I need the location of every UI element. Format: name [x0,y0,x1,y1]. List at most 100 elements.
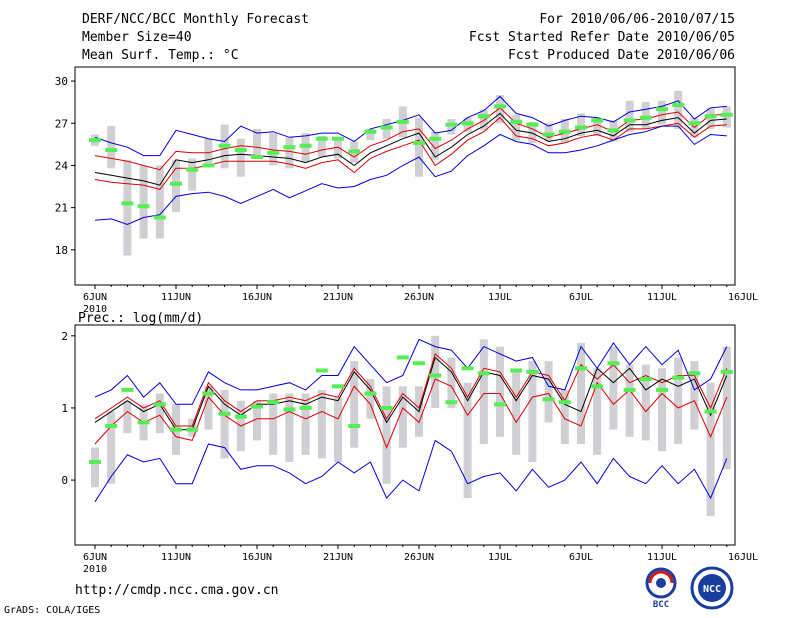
prec-ensemble-box [382,386,391,484]
temp-observed-marker [153,215,166,220]
ncc-logo-text: NCC [703,584,721,595]
prec-observed-marker [332,384,344,389]
temp-series-lower [94,116,727,190]
temp-observed-marker [267,150,280,155]
prec-observed-marker [267,400,280,405]
temp-observed-marker [575,125,587,130]
prec-observed-marker [299,405,312,410]
prec-ensemble-box [641,364,650,441]
prec-ensemble-box [285,393,294,463]
temp-observed-marker [623,118,636,123]
temp-ensemble-box [528,121,537,143]
temp-ensemble-box [625,100,634,132]
chart-title: DERF/NCC/BCC Monthly Forecast [82,12,309,27]
prec-ensemble-box [706,382,715,517]
temp-xtick-label: 11JUN [161,292,191,303]
variable-label: Mean Surf. Temp.: °C [82,48,239,63]
temp-xtick-label: 16JUN [242,292,272,303]
temp-ensemble-box [706,107,715,129]
temp-observed-marker [315,136,328,141]
prec-ensemble-box [463,382,472,499]
prec-xtick-label: 11JUN [161,552,191,563]
temp-observed-marker [364,129,377,134]
temp-ensemble-box [285,137,294,169]
member-size: Member Size=40 [82,30,192,45]
temp-ensemble-box [658,100,666,125]
temp-ensemble-box [172,159,180,212]
prec-observed-marker [137,420,150,425]
temp-observed-marker [656,107,668,112]
prec-ensemble-box [317,389,326,459]
temp-plot: 18 21 24 27 30 6JUN 11JUN 16JUN 21JUN 26JUN 1JUL 6J… [55,66,758,315]
prec-xtick-label: 11JUL [647,552,677,563]
prec-observed-marker [607,361,620,366]
prec-ensemble-box [560,389,569,445]
prec-observed-marker [89,460,101,465]
prec-observed-marker [461,366,474,371]
temp-ensemble-box [366,128,375,141]
prec-ensemble-box [690,361,699,430]
source-url[interactable]: http://cmdp.ncc.cma.gov.cn [75,583,279,598]
temp-observed-marker [170,181,182,186]
prec-ensemble-box [334,397,342,463]
prec-ensemble-box [479,339,488,445]
prec-observed-marker [315,368,328,373]
prec-observed-marker [105,423,118,428]
prec-ensemble-box [431,335,440,408]
bcc-logo: BCC [645,567,677,610]
prec-ensemble-box [593,368,602,455]
prec-year-label: 2010 [83,564,107,575]
prec-ensemble-box [722,346,731,470]
temp-observed-marker [380,125,393,130]
prec-observed-marker [494,402,506,407]
prec-observed-marker [396,355,409,360]
temp-ensemble-box [593,117,602,136]
temp-ensemble-box [544,123,553,142]
temp-observed-marker [299,143,312,148]
forecast-range: For 2010/06/06-2010/07/15 [539,12,735,27]
prec-xtick-label: 6JUL [569,552,593,563]
prec-series-lower [94,378,728,449]
prec-xtick-label: 21JUN [323,552,353,563]
prec-xtick-label: 16JUL [728,552,758,563]
prec-ensemble-box [123,400,132,434]
forecast-started: Fcst Started Refer Date 2010/06/05 [468,30,735,45]
prec-ensemble-box [155,393,164,434]
prec-observed-marker [429,373,442,378]
prec-xtick-label: 6JUN [83,552,107,563]
temp-ytick-label: 21 [55,202,68,215]
temp-observed-marker [477,114,490,119]
temp-xtick-label: 21JUN [323,292,353,303]
ncc-logo: NCC [690,566,734,610]
prec-ensemble-box [544,361,553,423]
temp-observed-marker [137,204,150,209]
prec-observed-marker [413,361,425,366]
prec-observed-marker [704,409,717,414]
forecast-produced: Fcst Produced Date 2010/06/06 [508,48,735,63]
temp-ensemble-box [479,109,488,131]
prec-observed-marker [575,366,587,371]
prec-ensemble-box [350,361,359,448]
temp-observed-marker [202,163,215,168]
temp-observed-marker [461,121,474,126]
prec-ensemble-box [447,357,456,408]
temp-observed-marker [542,132,555,137]
prec-xtick-label: 26JUN [404,552,434,563]
prec-observed-marker [639,377,652,382]
prec-ensemble-box [220,389,229,459]
temp-observed-marker [89,138,101,143]
temp-observed-marker [348,149,361,154]
temp-series-min [94,125,727,226]
temp-observed-marker [413,140,425,145]
prec-observed-marker [477,371,490,376]
temp-ensemble-box [496,95,504,124]
temp-xtick-label: 26JUN [404,292,434,303]
prec-observed-marker [170,427,182,432]
temp-ensemble-box [188,158,197,191]
prec-observed-marker [380,405,393,410]
grads-credit: GrADS: COLA/IGES [4,605,101,616]
prec-frame [74,324,736,546]
prec-ytick-label: 1 [61,402,68,415]
prec-xtick-label: 1JUL [488,552,512,563]
temp-observed-marker [234,147,247,152]
